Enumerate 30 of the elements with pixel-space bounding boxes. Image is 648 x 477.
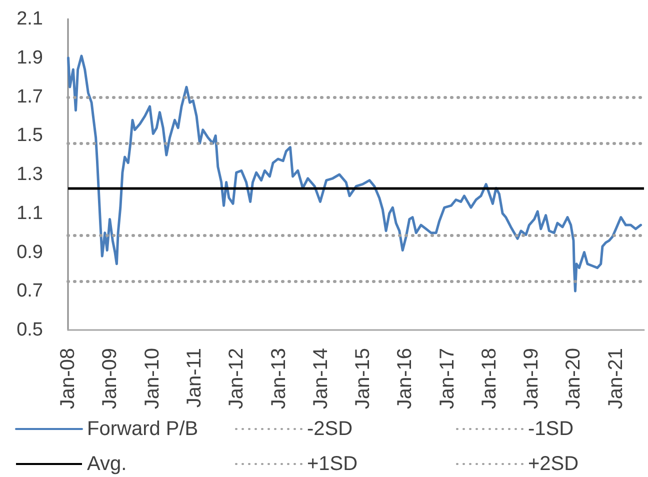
y-tick-label: 2.1 bbox=[16, 8, 43, 30]
y-tick-label: 0.9 bbox=[16, 242, 43, 263]
legend-label: +2SD bbox=[528, 453, 579, 475]
x-tick-label: Jan-19 bbox=[520, 348, 543, 410]
y-tick-label: 1.7 bbox=[16, 86, 43, 108]
legend-label: -2SD bbox=[307, 418, 353, 440]
x-tick-label: Jan-12 bbox=[226, 348, 248, 410]
x-tick-label: Jan-11 bbox=[183, 348, 206, 408]
x-tick-label: Jan-15 bbox=[352, 348, 374, 410]
legend-label: Avg. bbox=[87, 453, 127, 475]
x-tick-label: Jan-16 bbox=[394, 348, 416, 410]
y-tick-label: 1.1 bbox=[16, 202, 43, 224]
x-tick-label: Jan-17 bbox=[436, 348, 458, 410]
legend-label: +1SD bbox=[307, 453, 358, 475]
x-tick-label: Jan-09 bbox=[99, 348, 122, 410]
x-tick-label: Jan-21 bbox=[604, 348, 627, 410]
y-tick-label: 0.7 bbox=[16, 280, 43, 302]
x-tick-label: Jan-08 bbox=[57, 348, 79, 410]
y-tick-label: 0.5 bbox=[16, 320, 43, 340]
line-series bbox=[66, 54, 642, 292]
legend-label: Forward P/B bbox=[87, 418, 198, 440]
y-tick-label: 1.3 bbox=[16, 164, 43, 185]
x-tick-label: Jan-14 bbox=[310, 348, 332, 410]
x-tick-label: Jan-18 bbox=[478, 348, 500, 410]
y-tick-label: 1.9 bbox=[16, 47, 43, 68]
y-tick-label: 1.5 bbox=[16, 125, 43, 146]
x-tick-label: Jan-20 bbox=[562, 348, 585, 410]
x-tick-label: Jan-10 bbox=[141, 348, 164, 410]
x-tick-label: Jan-13 bbox=[268, 348, 290, 410]
legend-label: -1SD bbox=[528, 418, 574, 440]
